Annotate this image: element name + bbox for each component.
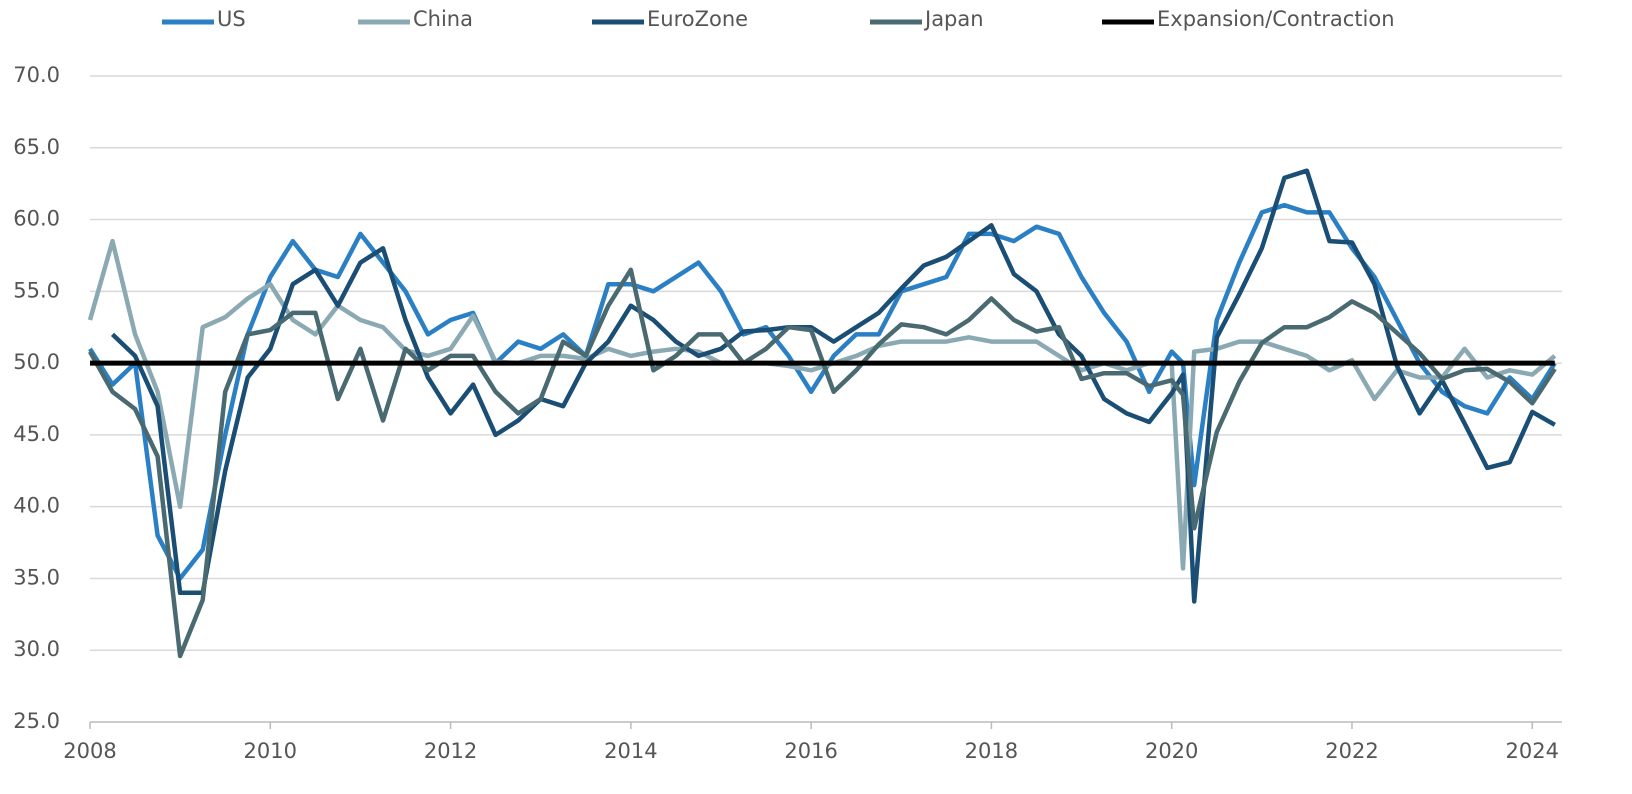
y-tick-label: 50.0 [13,350,60,374]
series-line [88,202,1557,581]
series-line [110,168,1556,604]
legend-label: Japan [923,7,984,31]
legend-label: Expansion/Contraction [1157,7,1395,31]
y-tick-label: 40.0 [13,494,60,518]
x-tick-label: 2016 [784,739,837,763]
x-tick-label: 2022 [1325,739,1378,763]
legend-label: US [217,7,246,31]
y-tick-label: 70.0 [13,63,60,87]
x-tick-label: 2012 [424,739,477,763]
legend-label: China [413,7,473,31]
x-tick-label: 2010 [244,739,297,763]
x-tick-label: 2024 [1506,739,1559,763]
y-tick-label: 45.0 [13,422,60,446]
series-line [87,238,1557,571]
x-tick-label: 2020 [1145,739,1198,763]
series-line [88,267,1557,659]
x-tick-label: 2008 [63,739,116,763]
legend-label: EuroZone [647,7,748,31]
x-tick-label: 2018 [965,739,1018,763]
y-tick-label: 60.0 [13,207,60,231]
y-tick-label: 35.0 [13,565,60,589]
y-tick-label: 30.0 [13,637,60,661]
x-tick-label: 2014 [604,739,657,763]
y-tick-label: 25.0 [13,709,60,733]
y-tick-label: 65.0 [13,135,60,159]
y-tick-label: 55.0 [13,278,60,302]
